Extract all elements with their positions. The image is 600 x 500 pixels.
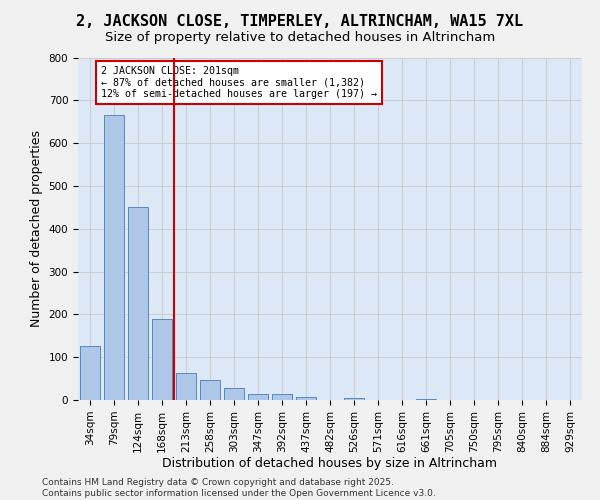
Bar [296,397,316,400]
Text: Size of property relative to detached houses in Altrincham: Size of property relative to detached ho… [105,31,495,44]
Bar [248,394,268,400]
Bar [344,398,364,400]
Bar [200,380,220,400]
Bar [224,388,244,400]
Y-axis label: Number of detached properties: Number of detached properties [30,130,43,327]
Bar [128,208,148,400]
X-axis label: Distribution of detached houses by size in Altrincham: Distribution of detached houses by size … [163,458,497,470]
Text: 2, JACKSON CLOSE, TIMPERLEY, ALTRINCHAM, WA15 7XL: 2, JACKSON CLOSE, TIMPERLEY, ALTRINCHAM,… [76,14,524,29]
Bar [104,116,124,400]
Bar [272,394,292,400]
Text: Contains HM Land Registry data © Crown copyright and database right 2025.
Contai: Contains HM Land Registry data © Crown c… [42,478,436,498]
Bar [416,398,436,400]
Bar [176,373,196,400]
Bar [152,318,172,400]
Bar [80,346,100,400]
Text: 2 JACKSON CLOSE: 201sqm
← 87% of detached houses are smaller (1,382)
12% of semi: 2 JACKSON CLOSE: 201sqm ← 87% of detache… [101,66,377,100]
